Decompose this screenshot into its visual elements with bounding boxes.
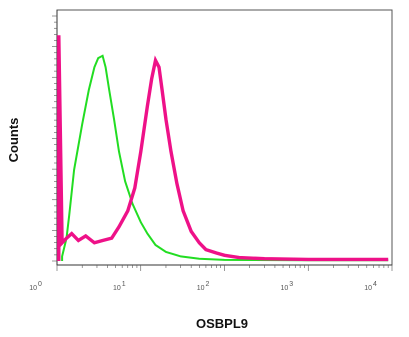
x-tick-exponent: 3: [289, 281, 293, 288]
y-axis-label: Counts: [6, 118, 21, 163]
plot-frame: [56, 9, 393, 266]
series-line-magenta: [57, 35, 389, 262]
x-tick-exponent: 4: [373, 281, 377, 288]
x-tick-label: 10: [113, 285, 121, 292]
x-tick-label: 10: [280, 285, 288, 292]
x-tick-exponent: 1: [122, 281, 126, 288]
series-layer: [57, 35, 389, 262]
y-axis-ticks: [52, 15, 57, 262]
x-axis-label: OSBPL9: [196, 316, 248, 331]
series-line-green: [61, 54, 389, 262]
x-tick-label: 10: [364, 285, 372, 292]
x-tick-exponent: 0: [38, 281, 42, 288]
x-tick-label: 10: [29, 285, 37, 292]
x-tick-label: 10: [197, 285, 205, 292]
x-tick-exponent: 2: [206, 281, 210, 288]
x-axis-ticks: [56, 265, 393, 271]
